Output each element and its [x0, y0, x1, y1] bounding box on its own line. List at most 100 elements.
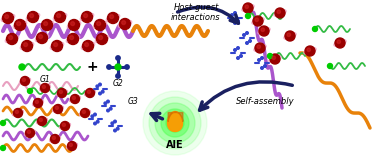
Text: Host-guest
interactions: Host-guest interactions: [171, 3, 221, 22]
Circle shape: [9, 36, 12, 40]
Circle shape: [231, 14, 233, 16]
Circle shape: [14, 109, 23, 118]
Circle shape: [253, 16, 263, 26]
Circle shape: [20, 76, 29, 85]
Circle shape: [270, 54, 280, 64]
Circle shape: [5, 15, 9, 19]
Circle shape: [68, 33, 79, 44]
Circle shape: [54, 104, 62, 114]
Circle shape: [97, 22, 101, 26]
Circle shape: [94, 122, 96, 125]
Circle shape: [15, 110, 19, 114]
Text: +: +: [86, 60, 98, 74]
Circle shape: [6, 33, 17, 44]
Circle shape: [243, 3, 253, 13]
Circle shape: [99, 92, 101, 95]
Text: G3: G3: [128, 96, 138, 105]
Circle shape: [82, 41, 93, 52]
Circle shape: [14, 19, 25, 30]
Circle shape: [107, 65, 111, 69]
Circle shape: [240, 55, 242, 57]
Circle shape: [62, 123, 65, 126]
Circle shape: [122, 21, 125, 24]
Circle shape: [313, 27, 318, 32]
Circle shape: [85, 43, 88, 47]
Circle shape: [268, 53, 273, 58]
Circle shape: [85, 89, 94, 98]
Circle shape: [261, 67, 263, 69]
Circle shape: [115, 64, 121, 70]
Circle shape: [255, 43, 265, 53]
Circle shape: [17, 22, 20, 26]
Circle shape: [42, 19, 53, 30]
Circle shape: [114, 129, 116, 132]
Circle shape: [0, 146, 6, 151]
Circle shape: [107, 13, 118, 24]
Circle shape: [52, 136, 56, 139]
Circle shape: [116, 74, 120, 78]
Circle shape: [261, 57, 263, 59]
Circle shape: [125, 65, 129, 69]
Circle shape: [81, 109, 90, 118]
Circle shape: [94, 19, 105, 30]
Circle shape: [143, 91, 207, 155]
Circle shape: [237, 20, 239, 22]
Circle shape: [22, 78, 25, 81]
Circle shape: [277, 10, 280, 14]
Circle shape: [109, 107, 112, 110]
Circle shape: [51, 134, 59, 143]
Circle shape: [39, 35, 43, 38]
Circle shape: [57, 89, 67, 98]
Circle shape: [99, 36, 102, 40]
Circle shape: [28, 89, 33, 94]
Circle shape: [0, 120, 6, 126]
Circle shape: [71, 95, 79, 104]
Circle shape: [96, 33, 107, 44]
Polygon shape: [167, 112, 183, 132]
Circle shape: [237, 57, 239, 59]
Circle shape: [94, 113, 96, 116]
Text: AIE: AIE: [166, 140, 184, 150]
Circle shape: [107, 109, 109, 112]
Circle shape: [116, 127, 119, 130]
Text: G2: G2: [113, 79, 123, 88]
Circle shape: [255, 18, 259, 22]
Circle shape: [54, 11, 65, 23]
Circle shape: [259, 26, 269, 36]
Circle shape: [285, 31, 295, 41]
Circle shape: [245, 14, 251, 19]
Circle shape: [111, 122, 114, 125]
Circle shape: [101, 90, 104, 93]
Circle shape: [22, 41, 33, 52]
Circle shape: [68, 142, 76, 151]
Circle shape: [119, 19, 130, 29]
Circle shape: [149, 97, 201, 149]
Circle shape: [82, 11, 93, 23]
Circle shape: [25, 128, 34, 137]
Circle shape: [258, 59, 260, 61]
Circle shape: [114, 120, 116, 123]
Circle shape: [272, 56, 276, 60]
Circle shape: [99, 83, 101, 86]
Circle shape: [35, 100, 39, 104]
Circle shape: [305, 46, 315, 56]
Circle shape: [327, 63, 333, 68]
Circle shape: [68, 19, 79, 30]
Circle shape: [257, 45, 260, 48]
Circle shape: [243, 34, 245, 36]
Circle shape: [71, 22, 74, 26]
Circle shape: [42, 85, 45, 88]
Circle shape: [44, 22, 48, 26]
Circle shape: [307, 48, 310, 52]
Circle shape: [51, 41, 62, 52]
Circle shape: [37, 117, 46, 126]
Circle shape: [261, 28, 265, 32]
Circle shape: [87, 90, 90, 93]
Circle shape: [287, 33, 291, 37]
Circle shape: [234, 22, 236, 24]
Circle shape: [246, 42, 248, 44]
Circle shape: [69, 143, 73, 147]
Circle shape: [104, 102, 107, 105]
Circle shape: [264, 65, 266, 67]
Circle shape: [60, 122, 70, 131]
